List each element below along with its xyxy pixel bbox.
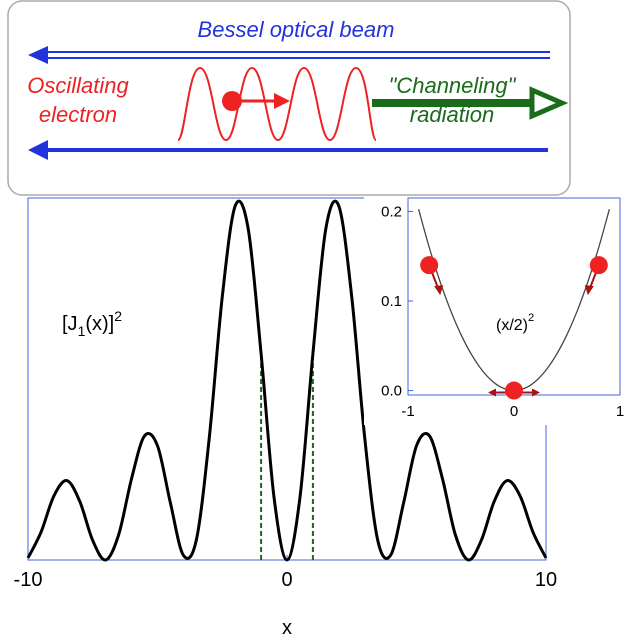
annotation-base: [J (62, 313, 78, 335)
y-tick-label: 0.2 (381, 203, 402, 220)
x-tick-label: -10 (14, 569, 43, 591)
inset-plot: -1 0 1 0.0 0.1 0.2 (x/2)2 (364, 195, 640, 425)
inset-background (364, 195, 640, 425)
annotation-sup: 2 (114, 308, 122, 324)
electron (222, 91, 242, 111)
annotation-sup: 2 (528, 312, 534, 324)
y-tick-label: 0.1 (381, 293, 402, 310)
annotation-sub: 1 (78, 323, 86, 339)
x-tick-label: 0 (281, 569, 292, 591)
banner-box (7, 0, 571, 196)
annotation: [J1(x)]2 (62, 308, 122, 339)
force-arrowhead (488, 388, 496, 397)
beam-arrowhead (28, 140, 48, 160)
electron-label: electron (39, 102, 117, 127)
main-plot: -10 0 10x[J1(x)]2 (14, 197, 557, 639)
force-arrowhead (584, 285, 594, 296)
x-tick-label: 1 (616, 403, 624, 420)
electron-label: Oscillating (27, 73, 129, 98)
electron-path (177, 66, 377, 142)
annotation-base: (x/2) (496, 317, 528, 334)
y-tick-label: 0.0 (381, 383, 402, 400)
beam-arrowhead (28, 46, 48, 64)
x-tick-label: 10 (535, 569, 557, 591)
electron-arrowhead (274, 93, 290, 109)
force-arrowhead (532, 388, 540, 397)
radiation-label: radiation (410, 102, 494, 127)
annotation: (x/2)2 (496, 312, 534, 334)
beam-label: Bessel optical beam (198, 17, 395, 42)
x-axis-label: x (282, 617, 292, 639)
point (589, 256, 608, 275)
x-tick-label: 0 (510, 403, 518, 420)
banner: Bessel optical beam Oscillating electron… (7, 0, 571, 196)
point (420, 256, 439, 275)
radiation-label: "Channeling" (389, 73, 517, 98)
point (505, 381, 523, 400)
force-arrowhead (434, 285, 444, 296)
curve (26, 199, 548, 562)
x-tick-label: -1 (401, 403, 414, 420)
radiation-arrowhead (529, 86, 569, 120)
annotation-mid: (x)] (85, 313, 114, 335)
